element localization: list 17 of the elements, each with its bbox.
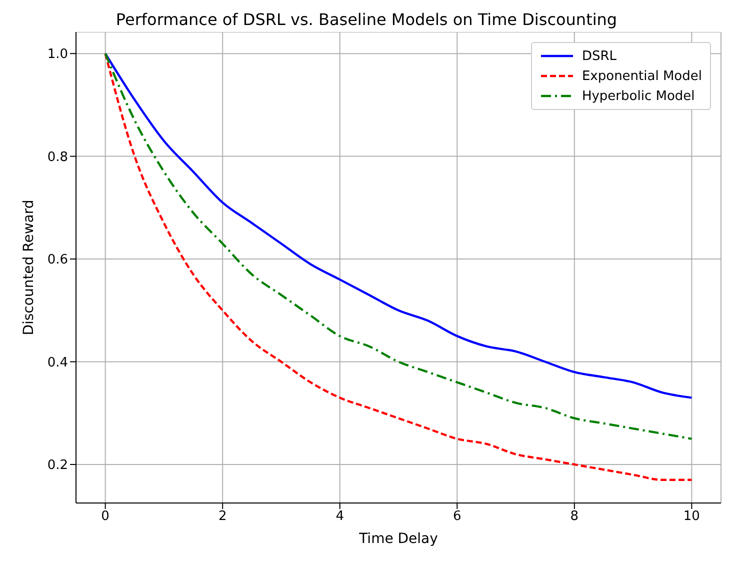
- y-tick-label: 0.8: [47, 150, 68, 165]
- x-tick-label: 0: [101, 509, 110, 524]
- y-tick-label: 0.2: [47, 458, 68, 474]
- y-tick-label: 0.4: [47, 355, 68, 370]
- legend-label: Exponential Model: [582, 68, 702, 84]
- x-tick-label: 10: [683, 509, 700, 524]
- x-axis-title: Time Delay: [358, 531, 438, 547]
- x-tick-label: 4: [336, 509, 344, 524]
- legend-label: DSRL: [582, 48, 616, 64]
- legend-label: Hyperbolic Model: [582, 88, 695, 104]
- y-axis-title: Discounted Reward: [20, 200, 37, 336]
- x-tick-label: 6: [452, 509, 462, 524]
- x-tick-label: 8: [570, 509, 579, 524]
- y-tick-label: 0.6: [47, 252, 68, 268]
- x-tick-label: 2: [218, 509, 227, 524]
- chart-title: Performance of DSRL vs. Baseline Models on Time Discounting: [114, 9, 618, 31]
- y-tick-label: 1.0: [47, 47, 68, 62]
